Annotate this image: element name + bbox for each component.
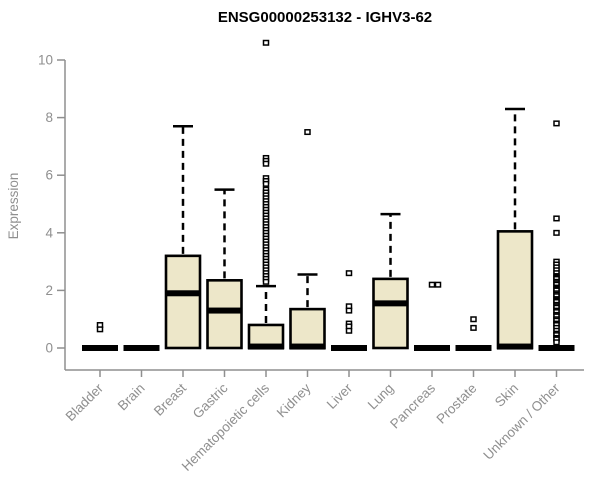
x-category-label: Liver xyxy=(324,380,356,412)
box xyxy=(289,307,326,350)
outlier-point xyxy=(262,278,270,285)
median-line xyxy=(289,343,326,350)
outlier-point xyxy=(470,324,477,331)
median-line xyxy=(82,345,118,351)
median-line xyxy=(206,307,243,314)
median-line xyxy=(455,345,492,351)
outlier-point xyxy=(553,339,560,346)
outlier-point xyxy=(553,120,560,127)
y-tick-label: 2 xyxy=(45,283,53,298)
outlier-point xyxy=(262,180,270,187)
outlier-point xyxy=(345,307,353,314)
x-category-label: Kidney xyxy=(274,380,314,420)
x-category-label: Unknown / Other xyxy=(480,380,563,463)
outlier-point xyxy=(428,281,436,288)
median-line xyxy=(165,290,201,297)
median-line xyxy=(414,345,450,351)
median-line xyxy=(331,345,367,351)
outlier-point xyxy=(304,129,311,136)
median-line xyxy=(497,343,533,350)
median-line xyxy=(372,300,409,307)
outlier-point xyxy=(262,160,270,167)
x-category-label: Gastric xyxy=(190,380,231,421)
chart-title: ENSG00000253132 - IGHV3-62 xyxy=(217,9,433,26)
median-line xyxy=(248,343,284,350)
y-tick-label: 4 xyxy=(45,225,53,240)
box xyxy=(206,279,243,350)
y-tick-label: 10 xyxy=(38,53,53,68)
x-category-label: Breast xyxy=(151,380,189,418)
x-category-label: Prostate xyxy=(433,381,479,427)
y-axis-title: Expression xyxy=(6,172,21,240)
outlier-point xyxy=(345,270,353,277)
outlier-point xyxy=(262,39,270,46)
x-category-label: Bladder xyxy=(63,380,107,424)
box xyxy=(372,277,409,350)
y-tick-label: 6 xyxy=(45,168,53,183)
y-tick-label: 8 xyxy=(45,110,53,125)
x-category-label: Pancreas xyxy=(387,380,438,431)
x-category-label: Brain xyxy=(115,381,148,414)
outlier-point xyxy=(470,316,477,323)
x-category-label: Skin xyxy=(492,381,521,410)
outlier-point xyxy=(553,229,560,236)
median-line xyxy=(538,345,575,351)
outlier-point xyxy=(96,326,104,333)
y-tick-label: 0 xyxy=(45,341,53,356)
box xyxy=(164,254,202,350)
median-line xyxy=(123,345,160,351)
box xyxy=(496,230,534,350)
outlier-point xyxy=(553,215,560,222)
outlier-point xyxy=(345,327,353,334)
outlier-point xyxy=(434,281,442,288)
x-category-label: Lung xyxy=(365,381,397,413)
